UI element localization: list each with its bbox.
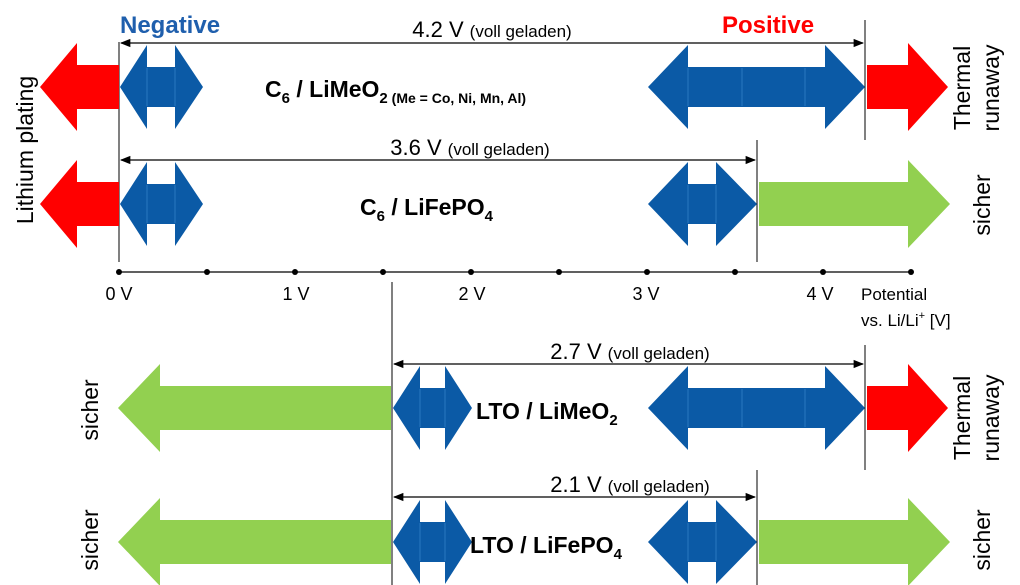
positive-window-arrow bbox=[648, 162, 757, 246]
cell-name: C6 / LiMeO2 (Me = Co, Ni, Mn, Al) bbox=[265, 76, 526, 107]
thermal-runaway-arrow bbox=[867, 364, 948, 452]
safe-zone-arrow bbox=[118, 498, 391, 585]
tick-label-2v: 2 V bbox=[458, 284, 485, 304]
row-lto-limeo2: 2.7 V (voll geladen) LTO / LiMeO2 bbox=[118, 339, 948, 452]
runaway-label-top: runaway bbox=[978, 44, 1004, 131]
axis-tick-dot bbox=[380, 269, 386, 275]
axis-tick-dot bbox=[116, 269, 122, 275]
safe-zone-arrow bbox=[759, 498, 950, 585]
axis-title-line1: Potential bbox=[861, 285, 927, 304]
lithium-plating-arrow bbox=[40, 43, 119, 131]
axis-tick-dot bbox=[908, 269, 914, 275]
positive-window-arrow bbox=[648, 500, 757, 584]
negative-label: Negative bbox=[120, 12, 220, 39]
thermal-label-bottom: Thermal bbox=[949, 376, 975, 460]
negative-window-arrow bbox=[120, 45, 203, 129]
voltage-label: 2.7 V (voll geladen) bbox=[550, 339, 709, 364]
voltage-label: 2.1 V (voll geladen) bbox=[550, 472, 709, 497]
positive-label: Positive bbox=[722, 12, 814, 39]
voltage-label: 4.2 V (voll geladen) bbox=[412, 17, 571, 42]
axis-tick-dot bbox=[820, 269, 826, 275]
axis-title-line2: vs. Li/Li+ [V] bbox=[861, 310, 951, 330]
voltage-label: 3.6 V (voll geladen) bbox=[390, 135, 549, 160]
axis-tick-dot bbox=[292, 269, 298, 275]
lithium-plating-label: Lithium plating bbox=[12, 76, 38, 224]
safe-zone-arrow bbox=[118, 364, 391, 452]
tick-label-0v: 0 V bbox=[105, 284, 132, 304]
axis-tick-dot bbox=[732, 269, 738, 275]
axis-tick-dot bbox=[556, 269, 562, 275]
row-c6-lifepo4: 3.6 V (voll geladen) C6 / LiFePO4 bbox=[40, 135, 950, 248]
tick-label-1v: 1 V bbox=[282, 284, 309, 304]
row-lto-lifepo4: 2.1 V (voll geladen) LTO / LiFePO4 bbox=[118, 472, 950, 585]
row-c6-limeo2: 4.2 V (voll geladen) C6 / LiMeO2 (Me = Co… bbox=[40, 17, 948, 131]
safe-zone-arrow bbox=[759, 160, 950, 248]
tick-label-4v: 4 V bbox=[806, 284, 833, 304]
cell-name: LTO / LiFePO4 bbox=[470, 532, 623, 563]
thermal-runaway-arrow bbox=[867, 43, 948, 131]
axis-tick-dot bbox=[204, 269, 210, 275]
axis-tick-dot bbox=[468, 269, 474, 275]
negative-window-arrow bbox=[393, 500, 472, 584]
negative-window-arrow bbox=[393, 366, 472, 450]
potential-axis: 0 V 1 V 2 V 3 V 4 V Potential vs. Li/Li+… bbox=[105, 269, 951, 330]
sicher-label-row3-left: sicher bbox=[77, 379, 103, 441]
negative-window-arrow bbox=[120, 162, 203, 246]
tick-label-3v: 3 V bbox=[632, 284, 659, 304]
positive-window-arrow bbox=[648, 45, 865, 129]
runaway-label-bottom: runaway bbox=[978, 374, 1004, 461]
sicher-label-row4-right: sicher bbox=[969, 509, 995, 571]
cell-name: C6 / LiFePO4 bbox=[360, 194, 494, 225]
axis-tick-dot bbox=[644, 269, 650, 275]
sicher-label-row4-left: sicher bbox=[77, 509, 103, 571]
cell-name: LTO / LiMeO2 bbox=[476, 398, 618, 429]
sicher-label-row2-right: sicher bbox=[969, 174, 995, 236]
positive-window-arrow bbox=[648, 366, 865, 450]
lithium-plating-arrow bbox=[40, 160, 119, 248]
thermal-label-top: Thermal bbox=[949, 46, 975, 130]
